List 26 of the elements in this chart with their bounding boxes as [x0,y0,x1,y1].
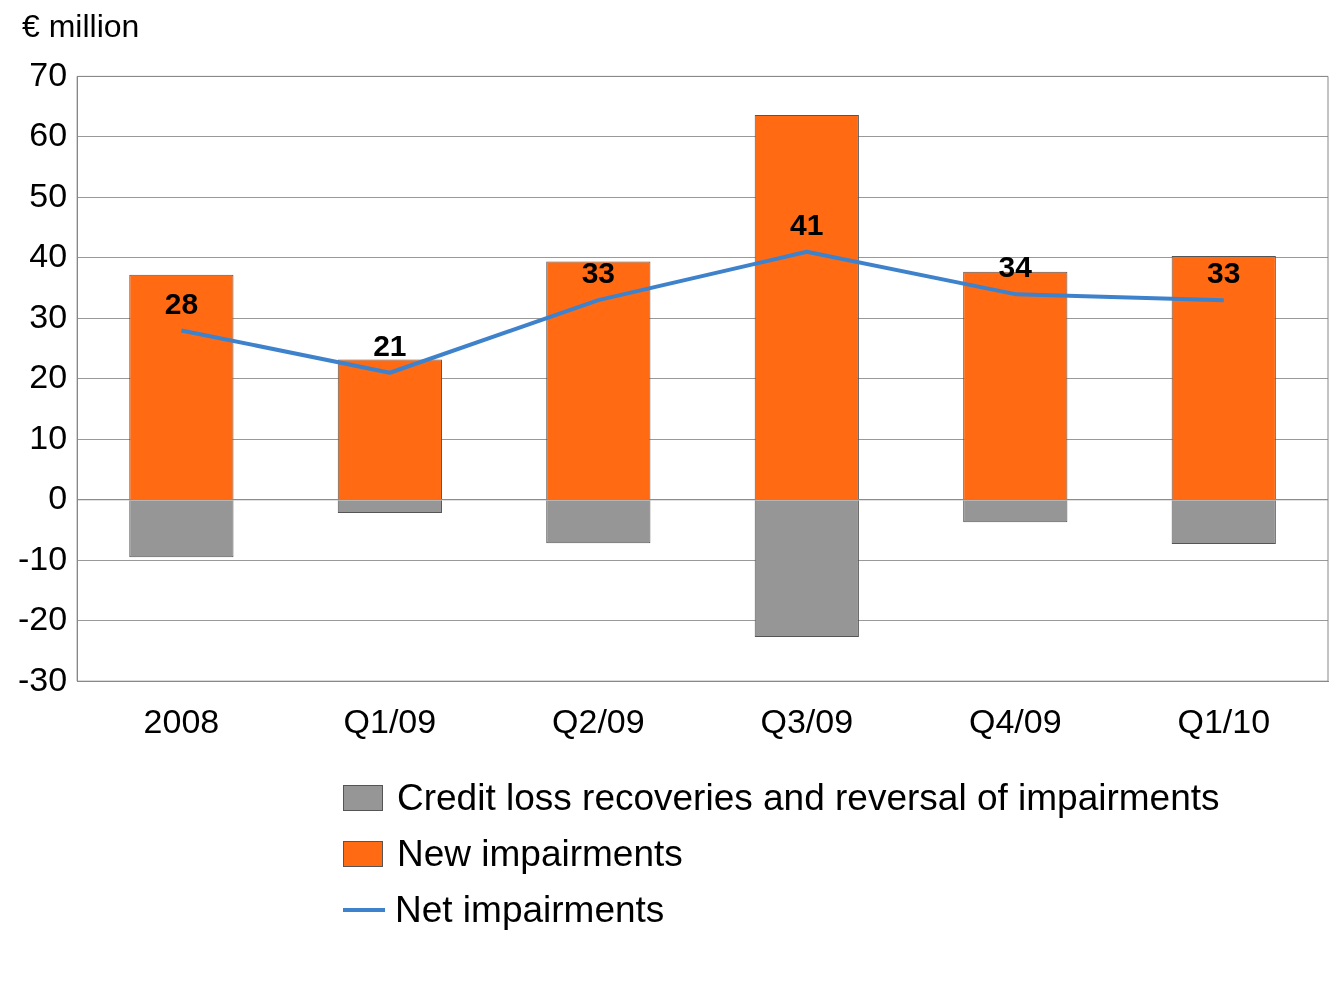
y-tick-label: 60 [29,115,68,154]
y-tick-label: 0 [48,478,68,517]
y-tick-label: 70 [29,54,68,93]
data-label: 41 [790,208,824,242]
x-tick-label: Q4/09 [968,701,1062,740]
y-axis-title: € million [22,8,141,46]
x-tick-label: Q1/10 [1177,701,1271,740]
data-label: 21 [373,329,407,363]
data-label: 33 [581,256,616,290]
x-tick-label: Q2/09 [552,701,645,740]
y-tick-label: 30 [29,296,68,335]
y-tick-label: 20 [29,357,68,396]
y-tick-label: -30 [18,659,68,698]
data-label: 28 [164,286,199,320]
y-tick-label: 50 [29,175,68,214]
x-tick-label: 2008 [143,701,220,740]
y-tick-label: -20 [18,599,68,638]
legend-label: Net impairments [395,889,665,931]
y-tick-label: -10 [18,538,68,577]
legend-label: Credit loss recoveries and reversal of impairments [397,777,1220,819]
x-tick-label: Q1/09 [343,701,437,740]
legend-label: New impairments [397,833,683,875]
data-label: 33 [1207,256,1241,290]
y-tick-label: 40 [29,236,68,275]
y-tick-label: 10 [29,417,68,456]
x-tick-label: Q3/09 [760,701,854,740]
